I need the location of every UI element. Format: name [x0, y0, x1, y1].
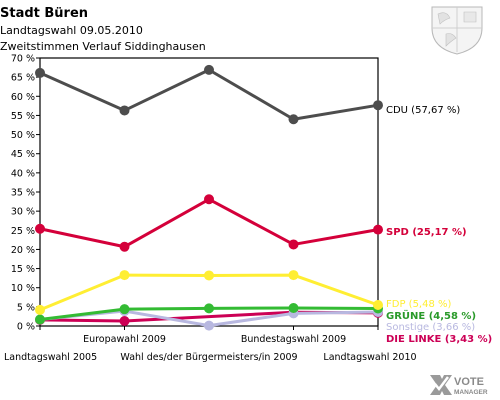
y-tick-label: 50 %: [11, 130, 35, 141]
y-tick-label: 10 %: [11, 283, 35, 294]
data-point-fdp: [119, 270, 130, 281]
data-point-spd: [373, 224, 383, 235]
y-tick-label: 25 %: [11, 226, 35, 237]
data-point-spd: [35, 223, 45, 234]
data-point-fdp: [373, 300, 383, 311]
series-end-label: FDP (5,48 %): [386, 299, 452, 310]
data-point-cdu: [35, 67, 45, 78]
data-point-sonstige: [204, 320, 214, 331]
series-end-label: Sonstige (3,66 %): [386, 322, 475, 333]
data-point-cdu: [373, 100, 383, 111]
data-point-cdu: [288, 114, 299, 125]
y-tick-label: 40 %: [11, 168, 35, 179]
y-tick-label: 20 %: [11, 245, 35, 256]
data-point-spd: [288, 239, 299, 250]
y-tick-label: 30 %: [11, 207, 35, 218]
x-tick-label: Europawahl 2009: [83, 334, 166, 345]
series-end-label: CDU (57,67 %): [386, 105, 460, 116]
chart-title: Stadt Büren: [0, 6, 89, 21]
data-point-fdp: [288, 270, 299, 281]
y-tick-label: 55 %: [11, 111, 35, 122]
data-point-spd: [119, 241, 130, 252]
y-tick-label: 35 %: [11, 188, 35, 199]
vote-manager-logo: VOTE MANAGER: [430, 375, 488, 396]
data-point-fdp: [204, 270, 214, 281]
data-point-gr-ne: [119, 304, 130, 315]
series-line-cdu: [39, 68, 379, 121]
data-point-fdp: [35, 304, 45, 315]
y-tick-label: 65 %: [11, 73, 35, 84]
data-point-gr-ne: [35, 314, 45, 325]
data-point-gr-ne: [288, 303, 299, 314]
y-tick-label: 60 %: [11, 92, 35, 103]
series-end-label: DIE LINKE (3,43 %): [386, 334, 492, 345]
chart-subtitle-2: Zweitstimmen Verlauf Siddinghausen: [0, 40, 206, 53]
chart-subtitle: Landtagswahl 09.05.2010: [0, 24, 143, 37]
logo-text-main: VOTE: [454, 376, 484, 388]
data-point-die-linke: [119, 316, 130, 327]
data-point-cdu: [119, 105, 130, 116]
y-tick-label: 45 %: [11, 149, 35, 160]
x-tick-label: Landtagswahl 2010: [323, 352, 416, 363]
y-tick-label: 5 %: [17, 302, 35, 313]
series-line-spd: [39, 197, 379, 249]
y-tick-label: 70 %: [11, 54, 35, 65]
x-tick-label: Bundestagswahl 2009: [241, 334, 346, 345]
data-point-spd: [204, 194, 214, 205]
data-point-cdu: [204, 64, 214, 75]
y-tick-label: 15 %: [11, 264, 35, 275]
data-point-gr-ne: [204, 303, 214, 314]
x-tick-label: Wahl des/der Bürgermeisters/in 2009: [120, 352, 297, 363]
coat-of-arms-icon: [431, 6, 483, 55]
logo-text-sub: MANAGER: [454, 389, 488, 396]
series-end-label: GRÜNE (4,58 %): [386, 308, 476, 322]
series-end-label: SPD (25,17 %): [386, 227, 467, 238]
y-tick-label: 0 %: [17, 322, 35, 333]
x-tick-label: Landtagswahl 2005: [4, 352, 97, 363]
